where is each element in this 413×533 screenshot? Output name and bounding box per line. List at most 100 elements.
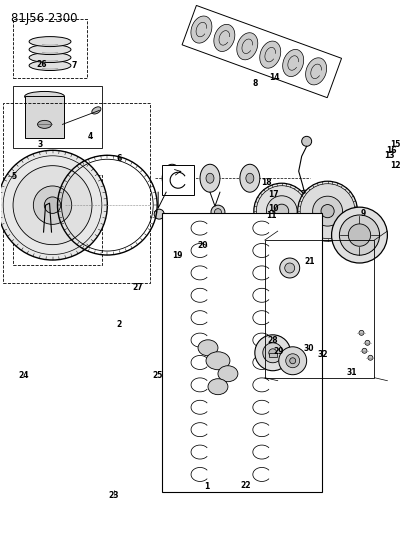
Circle shape (266, 196, 297, 227)
Text: 9: 9 (360, 209, 366, 218)
Text: 30: 30 (303, 344, 314, 353)
Ellipse shape (40, 194, 55, 204)
Text: 23: 23 (109, 490, 119, 499)
Ellipse shape (200, 164, 220, 192)
Circle shape (332, 207, 387, 263)
Ellipse shape (154, 209, 164, 219)
Circle shape (368, 356, 373, 360)
Text: 15: 15 (391, 140, 401, 149)
Text: 29: 29 (273, 347, 284, 356)
Ellipse shape (260, 41, 281, 68)
Ellipse shape (25, 92, 64, 101)
Bar (66, 201, 83, 233)
Ellipse shape (168, 173, 176, 183)
Bar (162, 165, 194, 195)
Text: 8: 8 (252, 78, 258, 87)
Text: 32: 32 (317, 350, 328, 359)
Text: 7: 7 (71, 61, 77, 70)
Text: 1: 1 (204, 481, 209, 490)
Bar (269, 353, 277, 357)
Ellipse shape (301, 136, 312, 147)
Ellipse shape (240, 164, 260, 192)
Ellipse shape (198, 340, 218, 356)
Ellipse shape (306, 58, 327, 85)
Circle shape (286, 354, 300, 368)
Text: 6: 6 (116, 154, 121, 163)
Text: 28: 28 (267, 336, 278, 345)
Bar (25, 96, 64, 139)
Ellipse shape (162, 164, 182, 192)
Text: 16: 16 (387, 146, 397, 155)
Circle shape (365, 340, 370, 345)
Circle shape (33, 186, 72, 224)
Ellipse shape (40, 237, 55, 249)
Circle shape (285, 263, 295, 273)
Text: 24: 24 (18, 371, 28, 380)
Bar (162, 213, 322, 492)
Circle shape (254, 183, 310, 239)
Circle shape (263, 343, 283, 363)
Bar (3, 103, 150, 283)
Circle shape (0, 150, 107, 260)
Circle shape (275, 204, 289, 218)
Ellipse shape (206, 173, 214, 183)
Bar (13, 175, 102, 265)
Ellipse shape (29, 61, 71, 70)
Ellipse shape (214, 208, 221, 216)
Circle shape (359, 330, 364, 335)
Text: 81J56 2300: 81J56 2300 (11, 12, 77, 25)
Ellipse shape (206, 352, 230, 370)
Circle shape (255, 335, 291, 371)
Bar (13, 86, 102, 148)
Ellipse shape (298, 190, 312, 204)
Ellipse shape (29, 45, 71, 54)
Ellipse shape (191, 16, 212, 43)
Text: 26: 26 (37, 60, 47, 69)
Text: 3: 3 (38, 140, 43, 149)
Circle shape (280, 258, 300, 278)
Text: 21: 21 (304, 257, 315, 265)
Ellipse shape (237, 33, 258, 60)
Circle shape (348, 224, 370, 246)
Text: 11: 11 (266, 212, 277, 221)
Ellipse shape (38, 120, 52, 128)
Circle shape (300, 184, 355, 239)
Circle shape (313, 196, 342, 226)
Circle shape (256, 185, 307, 237)
Ellipse shape (214, 25, 235, 52)
Text: 17: 17 (268, 190, 278, 199)
Ellipse shape (33, 232, 62, 254)
Circle shape (44, 197, 61, 213)
Text: 19: 19 (173, 252, 183, 260)
Text: 18: 18 (261, 178, 271, 187)
Text: 10: 10 (268, 204, 278, 213)
Bar (13, 19, 88, 78)
Text: 20: 20 (197, 241, 208, 250)
Text: 27: 27 (133, 283, 143, 292)
Ellipse shape (208, 379, 228, 394)
Circle shape (298, 181, 358, 241)
Circle shape (290, 358, 296, 364)
Text: 4: 4 (88, 132, 93, 141)
Ellipse shape (45, 197, 50, 201)
Text: 13: 13 (385, 151, 395, 160)
Ellipse shape (29, 37, 71, 46)
Circle shape (362, 348, 367, 353)
Circle shape (279, 347, 307, 375)
Circle shape (321, 205, 334, 217)
Text: 22: 22 (240, 481, 251, 490)
Ellipse shape (92, 107, 101, 114)
Text: 31: 31 (347, 368, 357, 377)
Ellipse shape (246, 173, 254, 183)
Bar (182, 5, 342, 98)
Circle shape (339, 215, 380, 255)
Text: 12: 12 (391, 161, 401, 170)
Circle shape (13, 166, 92, 245)
Circle shape (269, 349, 277, 357)
Ellipse shape (211, 205, 225, 219)
Ellipse shape (282, 50, 304, 77)
Ellipse shape (218, 366, 238, 382)
Text: 14: 14 (269, 73, 280, 82)
Ellipse shape (29, 53, 71, 62)
Text: 25: 25 (152, 371, 162, 380)
